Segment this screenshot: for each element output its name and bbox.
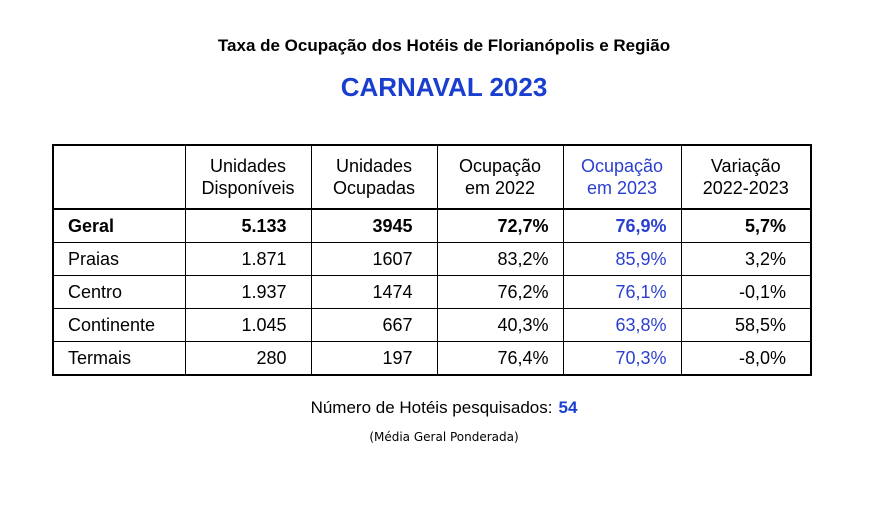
cell-disponiveis: 1.937 [184, 275, 312, 309]
table-row: Centro 1.937 1474 76,2% 76,1% -0,1% [52, 275, 812, 309]
cell-ocupacao-2022: 76,4% [436, 341, 564, 376]
cell-region: Termais [52, 341, 186, 376]
hotels-surveyed-label: Número de Hotéis pesquisados: [310, 398, 553, 417]
table-row: Termais 280 197 76,4% 70,3% -8,0% [52, 341, 812, 376]
cell-region: Continente [52, 308, 186, 342]
cell-ocupacao-2023: 85,9% [562, 242, 682, 276]
table-row-geral: Geral 5.133 3945 72,7% 76,9% 5,7% [52, 208, 812, 243]
cell-region: Praias [52, 242, 186, 276]
occupancy-table: Unidades Disponíveis Unidades Ocupadas Ocu… [52, 144, 812, 376]
cell-disponiveis: 1.045 [184, 308, 312, 342]
table-header-row: Unidades Disponíveis Unidades Ocupadas Ocu… [52, 144, 812, 210]
header-disponiveis: Unidades Disponíveis [184, 144, 312, 210]
cell-variacao: -8,0% [680, 341, 812, 376]
page-title: Taxa de Ocupação dos Hotéis de Florianóp… [217, 36, 671, 55]
cell-variacao: 5,7% [680, 208, 812, 243]
cell-ocupadas: 3945 [310, 208, 438, 243]
cell-ocupadas: 1474 [310, 275, 438, 309]
cell-ocupacao-2023: 70,3% [562, 341, 682, 376]
table-row: Continente 1.045 667 40,3% 63,8% 58,5% [52, 308, 812, 342]
cell-variacao: 3,2% [680, 242, 812, 276]
cell-ocupadas: 197 [310, 341, 438, 376]
cell-region: Centro [52, 275, 186, 309]
cell-ocupacao-2023: 63,8% [562, 308, 682, 342]
cell-variacao: -0,1% [680, 275, 812, 309]
cell-disponiveis: 5.133 [184, 208, 312, 243]
cell-ocupacao-2023: 76,1% [562, 275, 682, 309]
hotels-surveyed-count: 54 [558, 398, 578, 417]
cell-ocupadas: 1607 [310, 242, 438, 276]
page-subtitle: CARNAVAL 2023 [340, 72, 548, 102]
cell-ocupacao-2022: 76,2% [436, 275, 564, 309]
cell-disponiveis: 280 [184, 341, 312, 376]
hotels-surveyed: Número de Hotéis pesquisados: 54 [0, 398, 888, 418]
weighted-average-note: (Média Geral Ponderada) [369, 430, 519, 444]
cell-disponiveis: 1.871 [184, 242, 312, 276]
header-variacao: Variação 2022-2023 [680, 144, 812, 210]
header-ocupacao-2022: Ocupação em 2022 [436, 144, 564, 210]
cell-ocupadas: 667 [310, 308, 438, 342]
header-ocupadas: Unidades Ocupadas [310, 144, 438, 210]
cell-ocupacao-2022: 83,2% [436, 242, 564, 276]
header-ocupacao-2023: Ocupação em 2023 [562, 144, 682, 210]
cell-ocupacao-2022: 40,3% [436, 308, 564, 342]
header-region [52, 144, 186, 210]
cell-ocupacao-2023: 76,9% [562, 208, 682, 243]
cell-ocupacao-2022: 72,7% [436, 208, 564, 243]
table-row: Praias 1.871 1607 83,2% 85,9% 3,2% [52, 242, 812, 276]
cell-variacao: 58,5% [680, 308, 812, 342]
cell-region: Geral [52, 208, 186, 243]
